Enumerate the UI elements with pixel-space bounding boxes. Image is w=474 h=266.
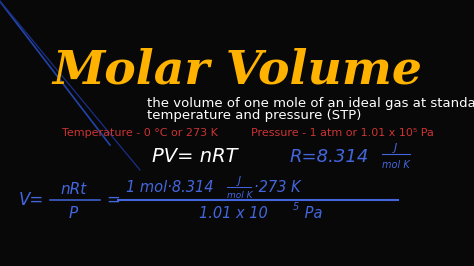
Text: 1 mol·8.314: 1 mol·8.314 <box>126 181 213 196</box>
Text: temperature and pressure (STP): temperature and pressure (STP) <box>147 110 361 123</box>
Text: Pa: Pa <box>300 206 322 222</box>
Text: Molar Volume: Molar Volume <box>52 47 422 93</box>
Text: mol K: mol K <box>227 190 252 200</box>
Text: J: J <box>394 143 397 153</box>
Text: P: P <box>69 206 78 221</box>
Text: R=8.314: R=8.314 <box>289 148 368 166</box>
Text: J: J <box>238 176 241 186</box>
Text: mol K: mol K <box>382 160 410 170</box>
Text: ·273 K: ·273 K <box>254 181 300 196</box>
Text: the volume of one mole of an ideal gas at standard: the volume of one mole of an ideal gas a… <box>147 97 474 110</box>
Text: 5: 5 <box>292 202 299 212</box>
Text: Pressure - 1 atm or 1.01 x 10⁵ Pa: Pressure - 1 atm or 1.01 x 10⁵ Pa <box>251 128 434 138</box>
Text: V=: V= <box>19 191 44 209</box>
Text: =: = <box>107 191 120 209</box>
Text: PV= nRT: PV= nRT <box>152 148 237 167</box>
Text: nRt: nRt <box>60 181 87 197</box>
Text: 1.01 x 10: 1.01 x 10 <box>199 206 268 222</box>
Text: Temperature - 0 °C or 273 K: Temperature - 0 °C or 273 K <box>62 128 218 138</box>
